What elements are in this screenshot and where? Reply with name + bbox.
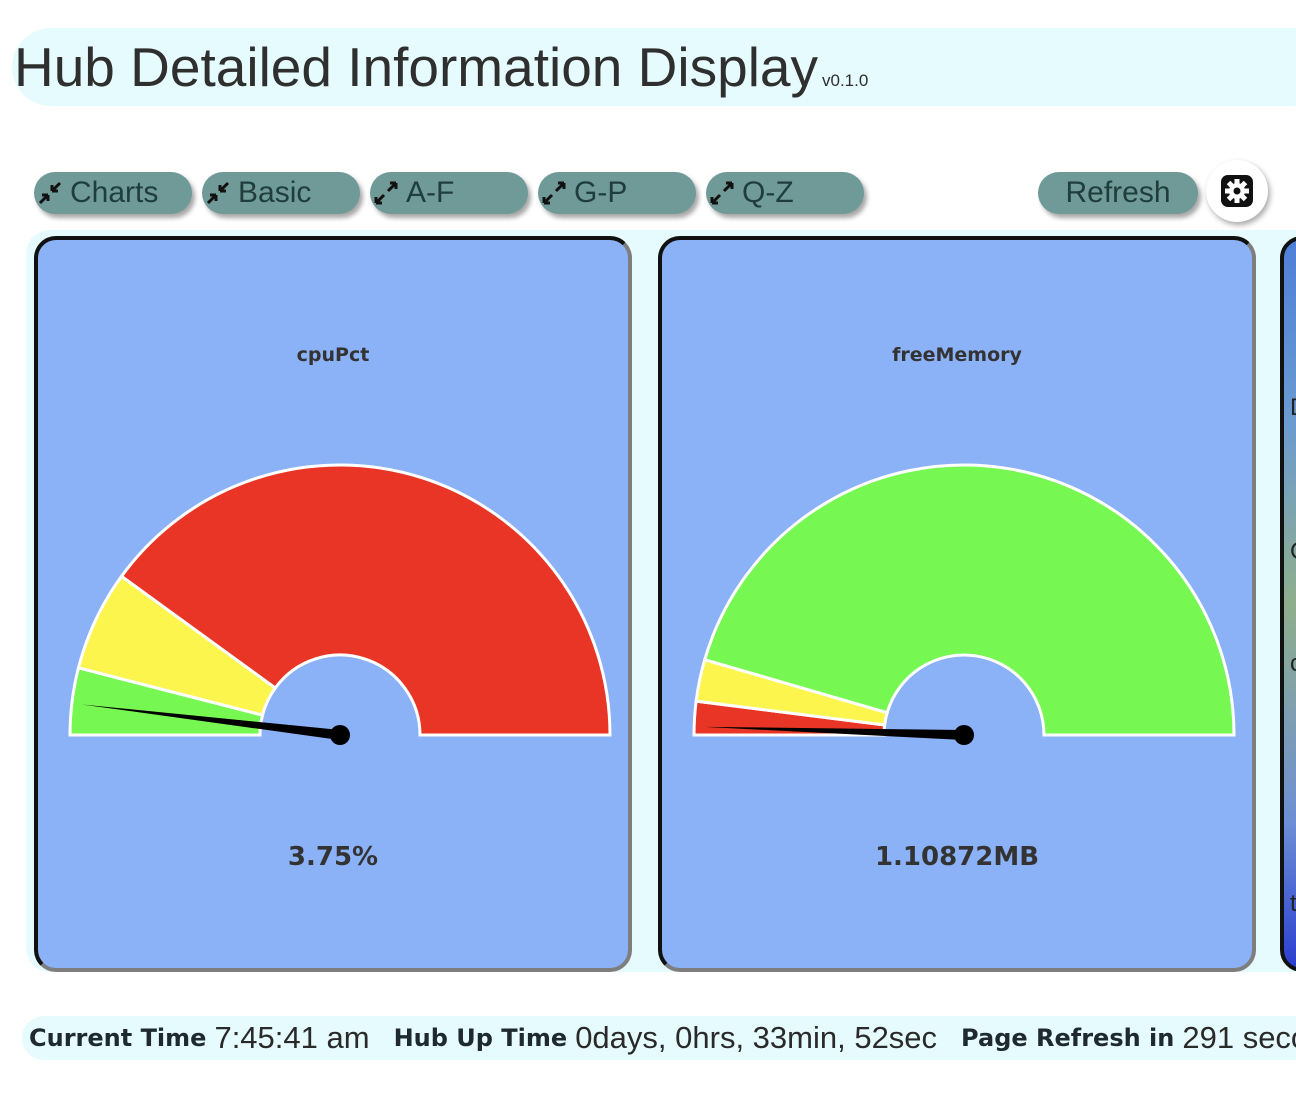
version-label: v0.1.0 xyxy=(822,71,869,90)
page-refresh-value: 291 seconds xyxy=(1182,1020,1296,1055)
expand-icon xyxy=(710,181,734,205)
collapse-icon xyxy=(38,181,62,205)
expand-icon xyxy=(542,181,566,205)
tab-charts-label: Charts xyxy=(70,176,159,209)
refresh-button[interactable]: Refresh xyxy=(1038,172,1198,214)
uptime-label: Hub Up Time xyxy=(393,1024,568,1052)
current-time-value: 7:45:41 am xyxy=(214,1020,370,1055)
partial-tile-text: ta xyxy=(1290,890,1296,918)
gauge-needle-hub xyxy=(330,725,350,745)
gauge-chart xyxy=(692,463,1236,745)
settings-button[interactable] xyxy=(1206,160,1268,222)
gauge-needle xyxy=(704,726,965,740)
current-time-label: Current Time xyxy=(29,1024,207,1052)
page-refresh-label: Page Refresh in xyxy=(961,1024,1175,1052)
tab-basic[interactable]: Basic xyxy=(202,172,360,214)
title-text: Hub Detailed Information Display xyxy=(14,36,818,98)
partial-tile-text: c xyxy=(1290,650,1296,678)
partial-tile[interactable]: D C c ta xyxy=(1280,236,1296,972)
gear-icon xyxy=(1221,175,1253,207)
tab-basic-label: Basic xyxy=(238,176,312,209)
tab-a-f-label: A-F xyxy=(406,176,455,209)
title-bar xyxy=(12,28,1296,106)
partial-tile-text: D xyxy=(1290,394,1296,422)
expand-icon xyxy=(374,181,398,205)
gauge-needle-hub xyxy=(954,725,974,745)
page-title: Hub Detailed Information Display v0.1.0 xyxy=(14,34,868,114)
status-bar xyxy=(22,1016,1296,1060)
gauge-needle xyxy=(81,704,341,740)
gauge-value: 3.75% xyxy=(287,842,379,872)
tab-g-p-label: G-P xyxy=(574,176,628,209)
collapse-icon xyxy=(206,181,230,205)
tab-a-f[interactable]: A-F xyxy=(370,172,528,214)
tab-charts[interactable]: Charts xyxy=(34,172,192,214)
gauge-tile-cpu[interactable]: cpuPct 3.75% xyxy=(34,236,632,972)
uptime-value: 0days, 0hrs, 33min, 52sec xyxy=(575,1020,938,1055)
partial-tile-text: C xyxy=(1290,538,1296,566)
gauge-label: cpuPct xyxy=(296,344,370,366)
gauge-chart xyxy=(68,463,612,745)
refresh-label: Refresh xyxy=(1065,176,1171,209)
gauge-tile-free-memory[interactable]: freeMemory 1.10872MB xyxy=(658,236,1256,972)
tab-q-z-label: Q-Z xyxy=(742,176,794,209)
gauge-label: freeMemory xyxy=(892,344,1022,366)
gauge-value: 1.10872MB xyxy=(874,842,1040,872)
tab-q-z[interactable]: Q-Z xyxy=(706,172,864,214)
tab-g-p[interactable]: G-P xyxy=(538,172,696,214)
gauge-band-2 xyxy=(119,463,612,737)
gauge-band-2 xyxy=(702,463,1236,737)
status-line: Current Time 7:45:41 am Hub Up Time 0day… xyxy=(29,1016,1296,1060)
